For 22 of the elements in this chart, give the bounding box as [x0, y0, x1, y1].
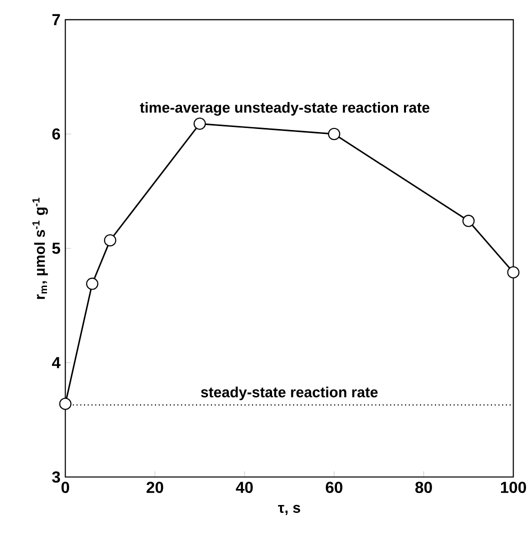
- ref-line-label: steady-state reaction rate: [201, 386, 378, 400]
- point: [194, 118, 206, 130]
- x-tick-label: 20: [146, 482, 164, 494]
- y-tick-label: 4: [52, 357, 61, 368]
- x-tick-label: 80: [415, 482, 432, 494]
- point: [462, 214, 475, 228]
- point: [86, 278, 98, 290]
- y-tick-label: 6: [52, 128, 60, 140]
- y-tick-label: 5: [52, 242, 60, 254]
- point: [507, 266, 520, 278]
- y-axis-title: r$_{m}$, µmol s$^{-1}$ g$^{-1}$: [32, 198, 48, 299]
- x-tick-label: 0: [62, 482, 70, 494]
- point: [59, 398, 72, 410]
- annotation: time-average unsteady-state reaction rate: [140, 102, 430, 116]
- x-axis-title: τ, s: [278, 504, 300, 516]
- x-tick-label: 40: [236, 482, 253, 494]
- point: [328, 128, 340, 140]
- x-tick-label: 60: [326, 482, 342, 494]
- point: [104, 234, 116, 246]
- y-tick-label: 7: [52, 14, 60, 26]
- y-tick-label: 3: [52, 471, 60, 483]
- x-tick-label: 100: [500, 482, 526, 494]
